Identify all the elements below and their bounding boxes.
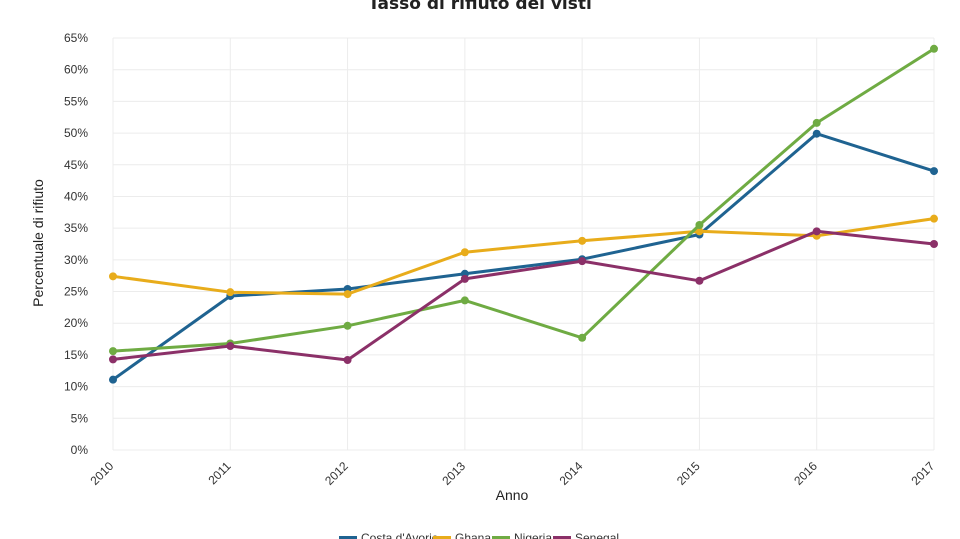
x-tick-label: 2011 (205, 459, 233, 487)
data-point (930, 167, 938, 176)
x-tick-label: 2012 (322, 459, 351, 488)
data-point (812, 118, 821, 127)
data-point (460, 274, 469, 283)
y-tick-label: 35% (64, 221, 88, 235)
data-point (930, 214, 938, 223)
y-tick-label: 0% (71, 443, 89, 457)
legend-label: Costa d'Avorio (361, 531, 439, 539)
series-line (112, 217, 935, 296)
data-point (109, 375, 117, 384)
data-point (109, 347, 117, 356)
data-point (226, 288, 235, 297)
data-point (812, 227, 821, 236)
data-point (226, 342, 235, 351)
series-line (112, 47, 935, 353)
y-tick-label: 60% (64, 63, 88, 77)
x-tick-label: 2014 (557, 459, 586, 488)
x-tick-label: 2010 (88, 459, 117, 488)
data-point (343, 290, 352, 299)
data-point (695, 227, 704, 236)
x-axis-ticks: 2010 2011 2012 2013 2014 2015 2016 2017 (88, 459, 938, 488)
series-line (112, 132, 935, 381)
data-point (578, 236, 587, 245)
y-tick-label: 45% (64, 158, 88, 172)
y-tick-label: 5% (71, 411, 89, 425)
y-tick-label: 55% (64, 94, 88, 108)
series-line (112, 229, 935, 362)
data-point (460, 296, 469, 305)
y-tick-label: 10% (64, 380, 88, 394)
data-point (812, 129, 821, 138)
y-tick-label: 20% (64, 316, 88, 330)
y-tick-label: 40% (64, 189, 88, 203)
x-tick-label: 2017 (909, 459, 938, 488)
data-point (343, 321, 352, 330)
data-point (578, 257, 587, 266)
y-tick-label: 25% (64, 285, 88, 299)
data-point (695, 220, 704, 229)
grid (112, 37, 935, 451)
y-tick-label: 15% (64, 348, 88, 362)
data-point (930, 240, 938, 248)
y-tick-label: 30% (64, 253, 88, 267)
x-tick-label: 2016 (791, 459, 820, 488)
data-point (109, 355, 117, 364)
data-point (930, 44, 938, 53)
x-axis-title: Anno (496, 487, 529, 503)
data-point (460, 248, 469, 257)
y-tick-label: 50% (64, 126, 88, 140)
data-point (109, 272, 117, 281)
legend-label: Ghana (455, 531, 491, 539)
legend-label: Senegal (575, 531, 619, 539)
y-axis-title: Percentuale di rifiuto (30, 179, 46, 307)
chart-title: Tasso di rifiuto dei visti (368, 0, 592, 14)
x-tick-label: 2015 (674, 459, 703, 488)
data-point (343, 355, 352, 364)
legend: Costa d'Avorio Ghana Nigeria Senegal (339, 531, 619, 539)
y-tick-label: 65% (64, 31, 88, 45)
data-point (578, 333, 587, 342)
series-lines (109, 44, 938, 384)
y-axis-ticks: 0% 5% 10% 15% 20% 25% 30% 35% 40% 45% 50% 55% 60% 65% (64, 31, 88, 457)
legend-label: Nigeria (514, 531, 552, 539)
data-point (695, 276, 704, 285)
x-tick-label: 2013 (439, 459, 468, 488)
